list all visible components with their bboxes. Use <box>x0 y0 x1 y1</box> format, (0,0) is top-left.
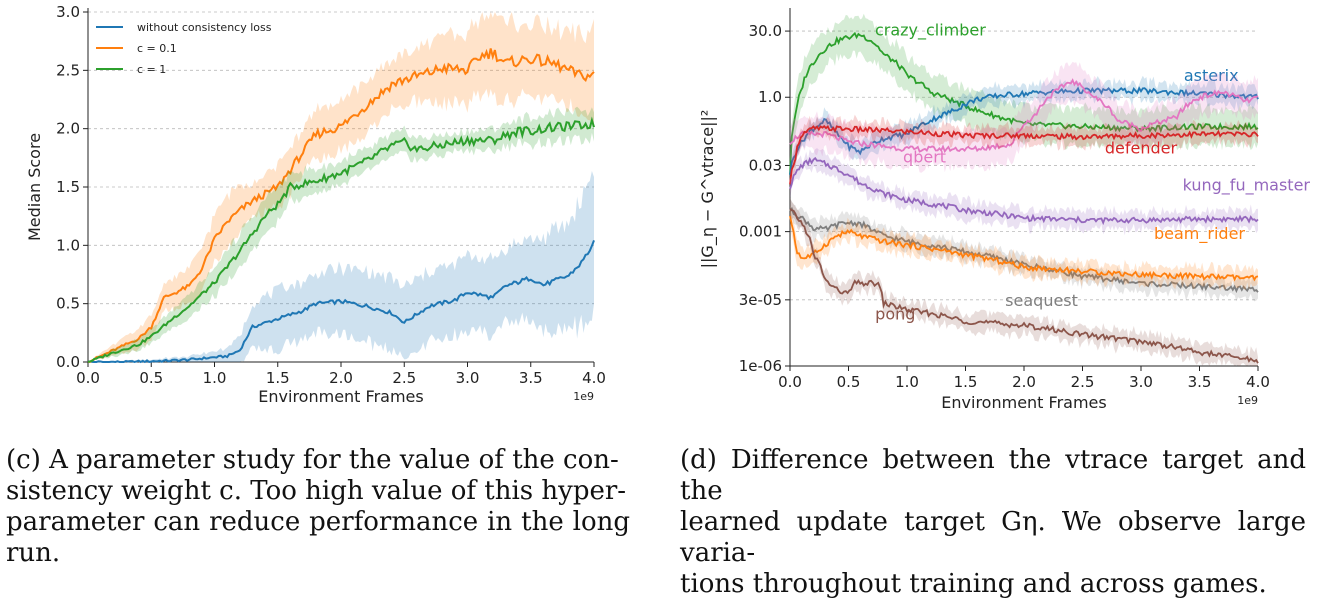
series-line-d-4 <box>789 156 1259 226</box>
series-label-defender: defender <box>1105 139 1178 158</box>
xtick-label-d-0: 0.0 <box>778 373 802 391</box>
ytick-label-c-6: 3.0 <box>56 3 80 21</box>
band-c-1 <box>88 12 594 362</box>
chart-median-score: 0.0 0.5 1.0 1.5 2.0 2.5 3.0 0.0 0.5 1.0 1.5 2.0 2.5 3… <box>25 3 606 406</box>
ytick-label-c-2: 1.0 <box>56 236 80 254</box>
caption-d-line-1: (d) Difference between the vtrace target… <box>680 445 1306 506</box>
xtick-label-d-5: 2.5 <box>1071 373 1095 391</box>
x-scale-note-c: 1e9 <box>573 390 594 403</box>
caption-c-line-1: (c) A parameter study for the value of t… <box>6 445 619 475</box>
xtick-label-d-7: 3.5 <box>1188 373 1212 391</box>
ytick-label-d-0: 30.0 <box>749 22 782 40</box>
series-line-d-1 <box>789 86 1259 176</box>
band-c-2 <box>88 106 594 362</box>
caption-c: (c) A parameter study for the value of t… <box>6 445 630 569</box>
band-d-4 <box>790 148 1258 236</box>
xtick-label-d-3: 1.5 <box>954 373 978 391</box>
xlabel-c: Environment Frames <box>258 387 423 406</box>
caption-d-line-3: tions throughout training and across gam… <box>680 569 1267 599</box>
xlabel-d: Environment Frames <box>941 393 1106 412</box>
series-line-c-0 <box>87 240 595 364</box>
band-d-7 <box>790 197 1258 366</box>
legend-label-c-1: c = 0.1 <box>137 42 177 55</box>
chart-target-difference: 30.0 1.0 0.03 0.001 3e-05 1e-060.0 0.5 1.0 1.5 2.… <box>698 8 1310 412</box>
caption-d-line-2: learned update target Gη. We observe lar… <box>680 507 1306 568</box>
band-d-1 <box>790 75 1258 184</box>
ylabel-c: Median Score <box>25 133 44 241</box>
ytick-label-c-5: 2.5 <box>56 61 80 79</box>
series-line-d-6 <box>789 215 1259 282</box>
series-label-seaquest: seaquest <box>1005 291 1078 310</box>
band-c-0 <box>88 171 594 362</box>
ytick-label-d-4: 3e-05 <box>739 291 782 309</box>
xtick-label-d-2: 1.0 <box>895 373 919 391</box>
caption-d: (d) Difference between the vtrace target… <box>680 445 1306 600</box>
ytick-label-d-5: 1e-06 <box>739 357 782 375</box>
ytick-label-d-2: 0.03 <box>749 156 782 174</box>
ytick-label-c-1: 0.5 <box>56 295 80 313</box>
series-line-d-7 <box>789 208 1259 364</box>
band-d-3 <box>790 114 1258 194</box>
series-label-pong: pong <box>875 304 915 323</box>
series-line-c-2 <box>87 116 595 363</box>
xtick-label-c-8: 4.0 <box>582 369 606 387</box>
series-label-asterix: asterix <box>1184 66 1239 85</box>
xtick-label-d-1: 0.5 <box>837 373 861 391</box>
legend-label-c-0: without consistency loss <box>137 21 272 34</box>
ytick-label-d-3: 0.001 <box>739 223 782 241</box>
series-line-c-1 <box>87 48 595 363</box>
ytick-label-c-4: 2.0 <box>56 120 80 138</box>
xtick-label-c-4: 2.0 <box>329 369 353 387</box>
xtick-label-c-3: 1.5 <box>266 369 290 387</box>
xtick-label-c-2: 1.0 <box>203 369 227 387</box>
xtick-label-c-7: 3.5 <box>519 369 543 387</box>
series-label-crazy-climber: crazy_climber <box>875 20 986 40</box>
series-line-d-3 <box>789 124 1259 185</box>
series-label-beam-rider: beam_rider <box>1154 224 1245 244</box>
series-label-kung-fu-master: kung_fu_master <box>1183 176 1311 196</box>
band-d-6 <box>790 205 1258 292</box>
band-d-0 <box>790 13 1258 196</box>
xtick-label-d-6: 3.0 <box>1129 373 1153 391</box>
ytick-label-c-0: 0.0 <box>56 353 80 371</box>
ytick-label-c-3: 1.5 <box>56 178 80 196</box>
xtick-label-c-6: 3.0 <box>456 369 480 387</box>
band-d-2 <box>790 61 1258 173</box>
xtick-label-c-1: 0.5 <box>139 369 163 387</box>
ylabel-d: ||G_η − G^vtrace||² <box>698 110 718 269</box>
legend-label-c-2: c = 1 <box>137 63 166 76</box>
xtick-label-c-0: 0.0 <box>76 369 100 387</box>
xtick-label-d-8: 4.0 <box>1246 373 1270 391</box>
series-label-qbert: qbert <box>903 147 946 166</box>
series-line-d-5 <box>789 206 1259 294</box>
figure-canvas: 0.00.51.01.52.02.53.00.0 0.5 1.0 1.5 2.0 2.5 3… <box>25 3 1310 412</box>
xtick-label-d-4: 2.0 <box>1012 373 1036 391</box>
ytick-label-d-1: 1.0 <box>758 88 782 106</box>
xtick-label-c-5: 2.5 <box>392 369 416 387</box>
x-scale-note-d: 1e9 <box>1237 394 1258 407</box>
caption-c-line-3: parameter can reduce performance in the … <box>6 507 630 568</box>
series-line-d-2 <box>789 78 1259 154</box>
caption-c-line-2: sistency weight c. Too high value of thi… <box>6 476 627 506</box>
